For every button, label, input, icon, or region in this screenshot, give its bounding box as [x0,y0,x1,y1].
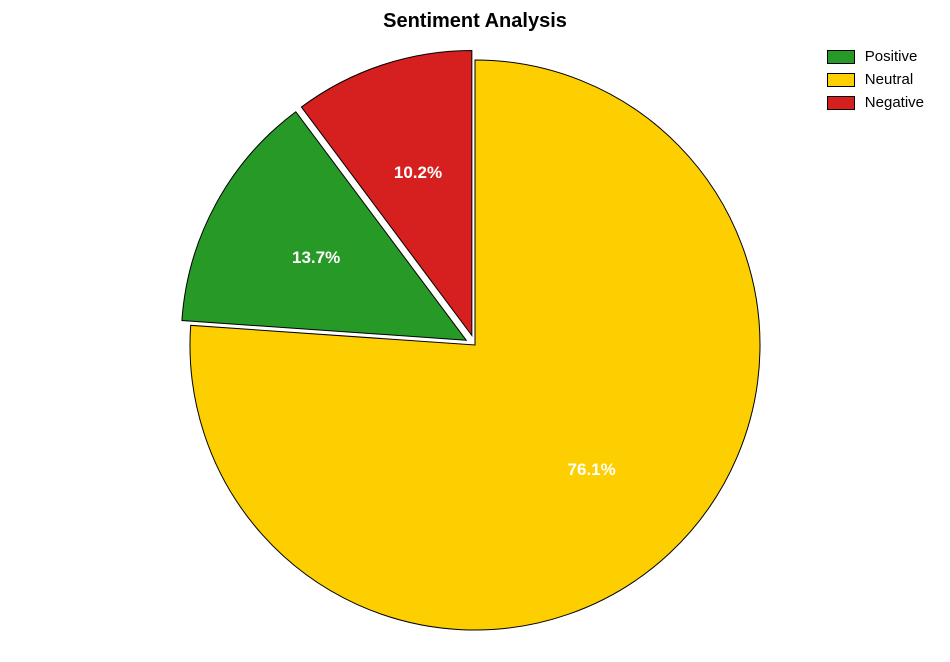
slice-label-negative: 10.2% [394,163,442,183]
legend-item-positive: Positive [827,48,924,65]
legend-label-negative: Negative [865,94,924,111]
legend-item-neutral: Neutral [827,71,924,88]
legend-item-negative: Negative [827,94,924,111]
legend-swatch-neutral [827,73,855,87]
legend-swatch-negative [827,96,855,110]
legend-label-neutral: Neutral [865,71,913,88]
pie-chart [0,0,950,662]
legend-label-positive: Positive [865,48,918,65]
legend-swatch-positive [827,50,855,64]
legend: Positive Neutral Negative [827,48,924,117]
slice-label-neutral: 76.1% [568,460,616,480]
slice-label-positive: 13.7% [292,248,340,268]
